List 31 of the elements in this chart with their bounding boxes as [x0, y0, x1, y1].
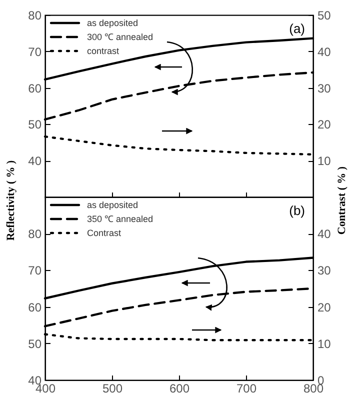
y-tick-label: 60 [28, 300, 42, 314]
y2-tick-label: 20 [318, 118, 332, 132]
y-tick-label: 80 [28, 8, 42, 22]
legend-label: as deposited [87, 200, 138, 210]
y2-axis-title: Contrast ( % ) [336, 166, 348, 235]
x-tick-label: 600 [169, 382, 190, 396]
y-tick-label: 50 [28, 336, 42, 351]
y2-tick-label: 30 [318, 81, 332, 96]
y-axis-title: Reflectivity ( % ) [5, 160, 18, 241]
x-tick-label: 500 [102, 382, 123, 396]
y2-tick-label: 40 [318, 227, 332, 242]
legend-label: 300 ℃ annealed [87, 32, 154, 42]
y2-tick-label: 30 [318, 264, 332, 278]
annotation: (b) [289, 203, 305, 218]
y-tick-label: 40 [28, 154, 42, 168]
y-tick-label: 70 [28, 44, 42, 59]
legend-label: contrast [87, 46, 120, 56]
y2-tick-label: 50 [318, 8, 332, 22]
legend-label: as deposited [87, 18, 138, 28]
y2-tick-label: 20 [318, 300, 332, 314]
y-tick-label: 80 [28, 227, 42, 242]
y2-tick-label: 10 [318, 336, 332, 351]
y-tick-label: 50 [28, 118, 42, 132]
y-tick-label: 60 [28, 81, 42, 96]
annotation: (a) [289, 21, 305, 36]
legend-label: Contrast [87, 228, 122, 238]
y2-tick-label: 10 [318, 154, 332, 168]
y-tick-label: 70 [28, 264, 42, 278]
y2-tick-label: 40 [318, 44, 332, 59]
legend-label: 350 ℃ annealed [87, 214, 154, 224]
x-tick-label: 700 [236, 382, 257, 396]
